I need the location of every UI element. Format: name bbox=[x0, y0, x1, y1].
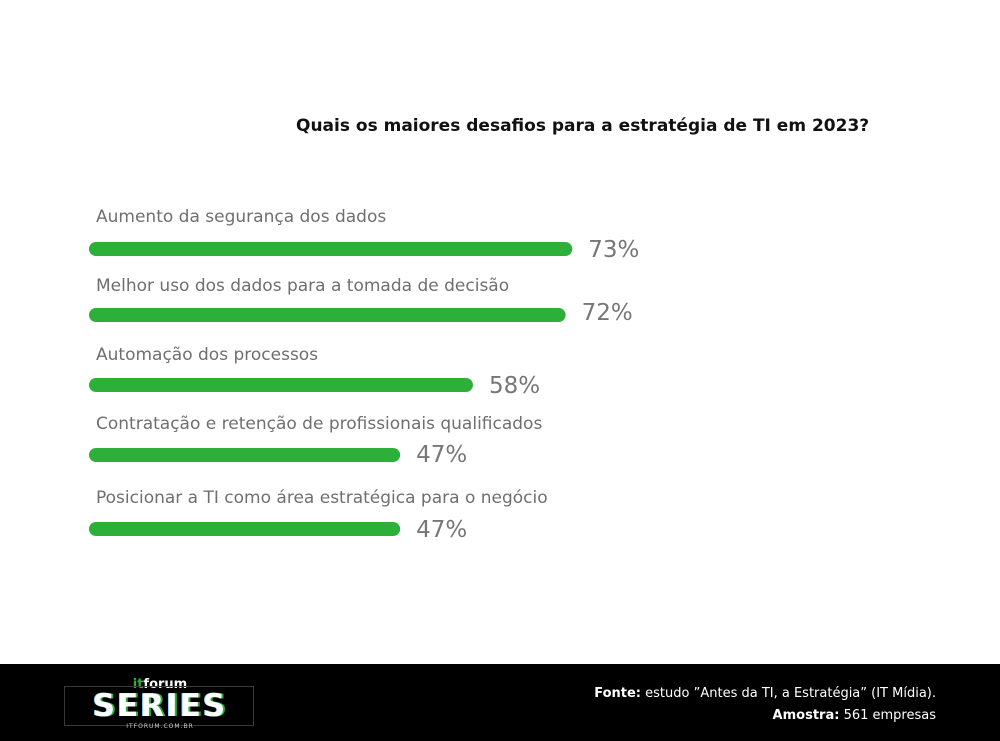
bar bbox=[89, 242, 573, 256]
source-label: Fonte: bbox=[594, 686, 642, 701]
logo-brand-text: forum bbox=[143, 677, 188, 692]
value-label: 47% bbox=[416, 442, 467, 468]
value-label: 72% bbox=[582, 300, 633, 326]
sample-line: Amostra: 561 empresas bbox=[594, 705, 936, 727]
bar-chart: Aumento da segurança dos dados 73% Melhor … bbox=[89, 207, 639, 543]
category-label: Aumento da segurança dos dados bbox=[96, 207, 386, 227]
sample-text: 561 empresas bbox=[843, 708, 936, 723]
itforum-series-logo: itforum SERIES ITFORUM.COM.BR bbox=[64, 678, 256, 738]
footer: itforum SERIES ITFORUM.COM.BR Fonte: est… bbox=[0, 664, 1000, 741]
value-label: 47% bbox=[416, 517, 467, 543]
chart-title: Quais os maiores desafios para a estraté… bbox=[296, 116, 870, 136]
category-label: Melhor uso dos dados para a tomada de de… bbox=[96, 276, 509, 296]
source-note: Fonte: estudo ”Antes da TI, a Estratégia… bbox=[594, 683, 936, 727]
logo-brand: itforum bbox=[64, 678, 256, 692]
logo-frame bbox=[64, 686, 254, 726]
source-text: estudo ”Antes da TI, a Estratégia” (IT M… bbox=[645, 686, 936, 701]
bar bbox=[89, 448, 401, 462]
value-label: 73% bbox=[588, 237, 639, 263]
sample-label: Amostra: bbox=[772, 708, 840, 723]
category-label: Automação dos processos bbox=[96, 345, 318, 365]
logo-url: ITFORUM.COM.BR bbox=[126, 723, 194, 730]
bar bbox=[89, 378, 473, 392]
source-line: Fonte: estudo ”Antes da TI, a Estratégia… bbox=[594, 683, 936, 705]
value-label: 58% bbox=[489, 373, 540, 399]
bar bbox=[89, 522, 401, 536]
logo-main-text: SERIES bbox=[92, 688, 228, 724]
logo-prefix: it bbox=[132, 677, 144, 692]
bar bbox=[89, 308, 566, 322]
category-label: Posicionar a TI como área estratégica pa… bbox=[96, 488, 548, 508]
category-label: Contratação e retenção de profissionais … bbox=[96, 414, 542, 434]
